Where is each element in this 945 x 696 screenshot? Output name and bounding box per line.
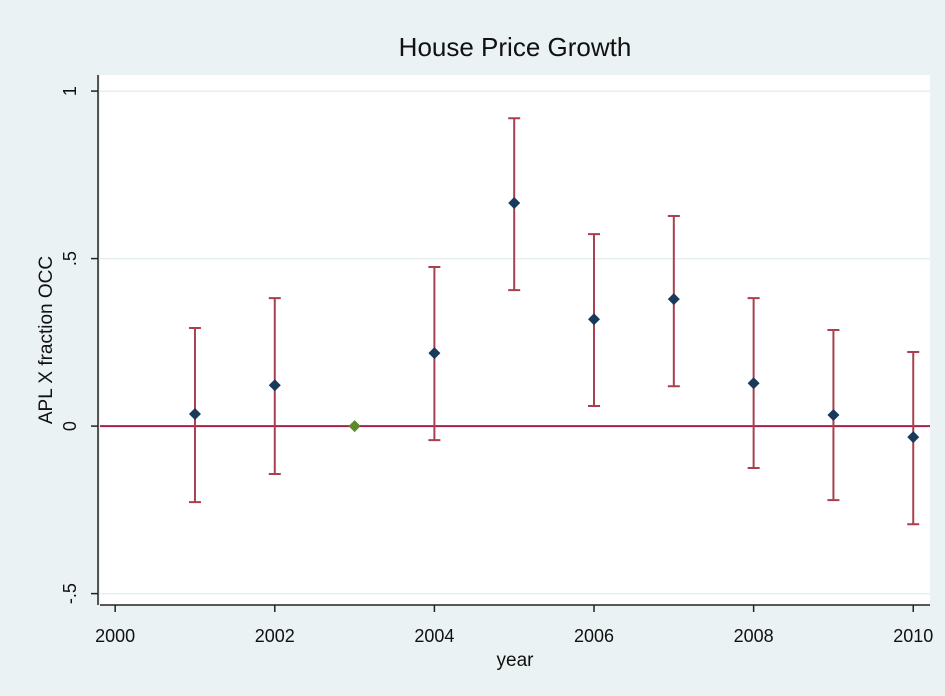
x-tick-label: 2010 [893,626,933,646]
y-tick-label: 0 [60,421,80,431]
point [667,293,680,306]
point [188,408,201,421]
y-tick-label: .5 [60,251,80,266]
chart-title: House Price Growth [399,32,632,62]
x-tick-label: 2008 [734,626,774,646]
y-tick-label: -.5 [60,583,80,604]
x-axis-title: year [497,650,535,671]
x-tick-label: 2000 [95,626,135,646]
point [428,347,441,360]
point [907,431,920,444]
point [508,196,521,209]
y-axis-title: APL X fraction OCC [36,256,57,424]
point [827,409,840,422]
x-tick-label: 2006 [574,626,614,646]
y-tick-label: 1 [60,86,80,96]
x-tick-label: 2004 [414,626,454,646]
point [348,420,361,433]
x-tick-label: 2002 [255,626,295,646]
point [268,379,281,392]
point [588,313,601,326]
point [747,377,760,390]
